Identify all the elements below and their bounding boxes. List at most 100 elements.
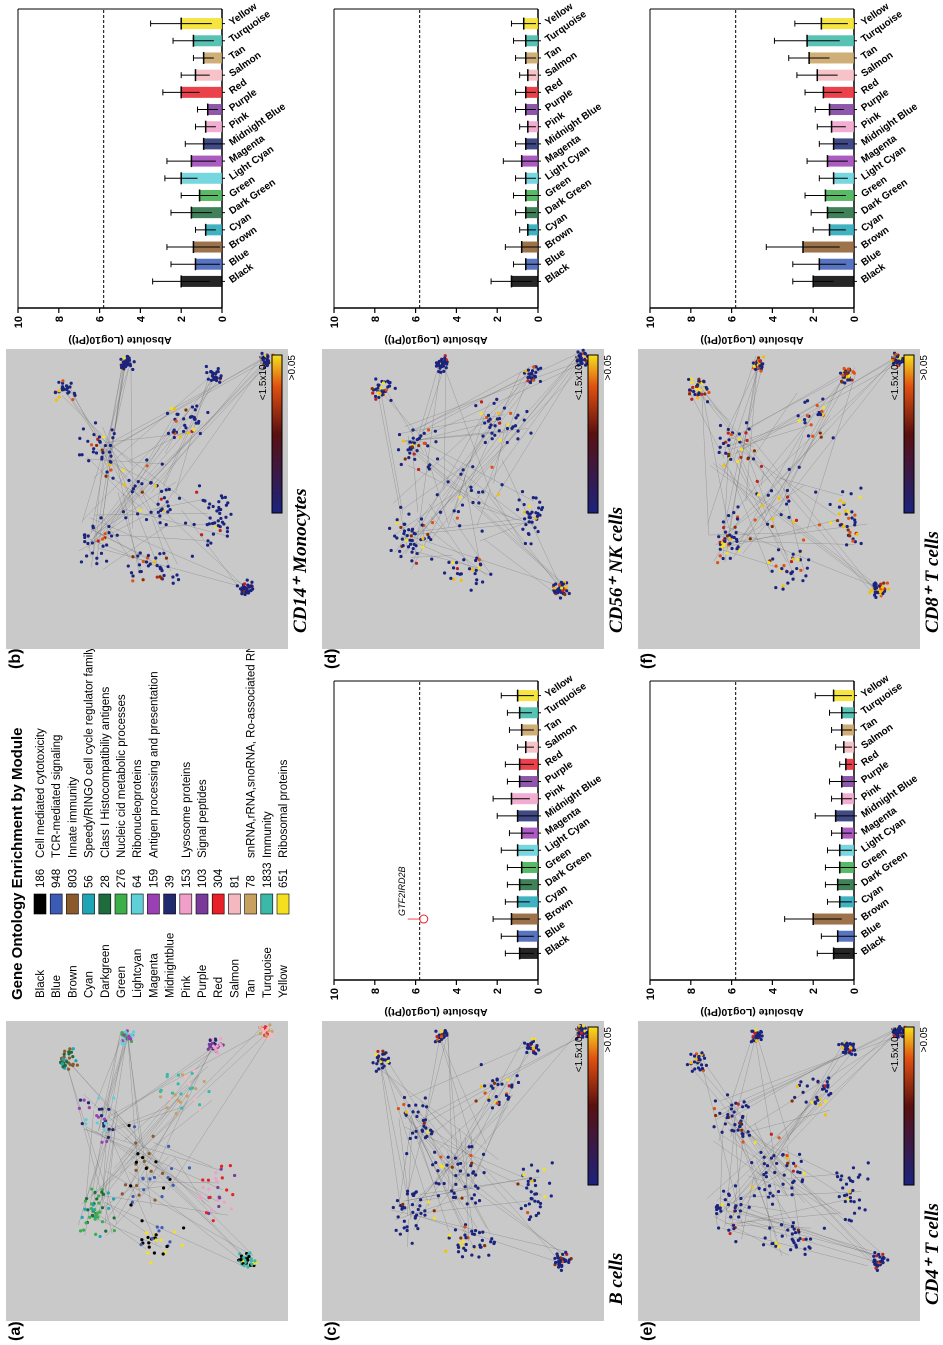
network-node xyxy=(791,1169,795,1173)
network-node xyxy=(452,577,456,581)
network-node xyxy=(414,1224,418,1228)
network-node xyxy=(217,1204,221,1209)
network-node xyxy=(380,1057,384,1061)
network-node xyxy=(104,1229,108,1233)
network-node xyxy=(270,1034,274,1038)
network-node xyxy=(414,1103,418,1107)
network-node xyxy=(818,431,822,435)
network-edge xyxy=(737,1124,881,1253)
network-node xyxy=(806,434,811,438)
network-node xyxy=(203,499,207,503)
network-node xyxy=(823,1084,827,1088)
network-node xyxy=(782,564,786,568)
network-node xyxy=(54,398,59,402)
network-node xyxy=(791,552,795,556)
legend-name: Salmon xyxy=(229,959,241,998)
network-node xyxy=(740,1128,744,1132)
network-node xyxy=(485,415,489,420)
network-node xyxy=(534,496,538,500)
network-node xyxy=(451,560,455,565)
network-node xyxy=(434,1161,438,1165)
network-node xyxy=(758,364,762,368)
network-node xyxy=(169,1166,174,1171)
network-node xyxy=(723,1198,727,1202)
network-node xyxy=(786,581,790,585)
network-node xyxy=(507,1095,511,1099)
network-node xyxy=(822,1226,826,1230)
network-node xyxy=(692,389,696,394)
network-node xyxy=(121,468,125,472)
network-node xyxy=(107,450,112,454)
network-node xyxy=(561,589,565,593)
legend-description: TCR-mediated signaling xyxy=(51,735,63,858)
network-edge xyxy=(67,1066,113,1234)
network-node xyxy=(440,1165,445,1169)
network-node xyxy=(576,350,580,354)
network-edge xyxy=(468,1094,512,1188)
network-node xyxy=(161,1186,166,1190)
network-node xyxy=(136,512,140,516)
network-node xyxy=(382,1064,386,1068)
network-node xyxy=(423,1213,427,1217)
network-node xyxy=(734,1240,738,1244)
network-edge xyxy=(95,1130,150,1169)
network-edge xyxy=(64,1057,135,1133)
network-node xyxy=(843,509,848,513)
network-node xyxy=(838,498,842,503)
network-node xyxy=(444,366,448,370)
network-node xyxy=(876,590,880,594)
network-node xyxy=(852,1211,857,1215)
network-edge xyxy=(85,458,167,465)
network-node xyxy=(529,1190,533,1194)
network-node xyxy=(477,558,481,562)
network-node xyxy=(700,1066,705,1071)
legend-swatch xyxy=(260,893,274,915)
network-node xyxy=(740,1105,745,1109)
network-node xyxy=(752,449,757,453)
y-tick-label: 10 xyxy=(645,988,657,1000)
legend-count: 948 xyxy=(51,869,63,888)
network-node xyxy=(489,572,493,576)
network-node xyxy=(217,500,221,504)
network-edge xyxy=(113,365,126,439)
network-node xyxy=(389,398,393,403)
network-node xyxy=(496,492,501,496)
color-scale xyxy=(903,354,915,514)
network-node xyxy=(176,1082,180,1086)
network-node xyxy=(162,496,167,500)
network-node xyxy=(95,1121,99,1125)
network-node xyxy=(803,400,807,404)
network-node xyxy=(95,562,99,566)
network-node xyxy=(130,1200,134,1204)
network-node xyxy=(792,1227,796,1231)
network-node xyxy=(224,515,228,519)
network-node xyxy=(531,496,535,500)
network-node xyxy=(721,1189,726,1193)
network-node xyxy=(467,567,472,571)
network-node xyxy=(689,377,693,381)
network-edge xyxy=(430,516,448,534)
network-node xyxy=(174,419,178,423)
network-edge xyxy=(716,1094,829,1201)
network-edge xyxy=(724,457,729,471)
network-node xyxy=(186,431,190,435)
network-node xyxy=(873,590,877,594)
network-node xyxy=(491,1086,495,1090)
network-edge xyxy=(733,541,855,545)
network-edge xyxy=(124,1136,251,1265)
network-node xyxy=(695,383,700,387)
network-edge xyxy=(104,1106,185,1134)
network-node xyxy=(408,542,413,546)
network-node xyxy=(262,366,267,370)
network-node xyxy=(452,1191,456,1195)
network-node xyxy=(777,1245,781,1249)
network-node xyxy=(770,569,774,573)
network-node xyxy=(717,535,721,539)
network-node xyxy=(165,500,169,504)
network-node xyxy=(852,371,856,375)
legend-swatch xyxy=(33,893,47,915)
network-node xyxy=(722,526,726,530)
network-node xyxy=(106,1191,110,1195)
network-edge xyxy=(420,1036,580,1120)
network-node xyxy=(103,532,107,536)
